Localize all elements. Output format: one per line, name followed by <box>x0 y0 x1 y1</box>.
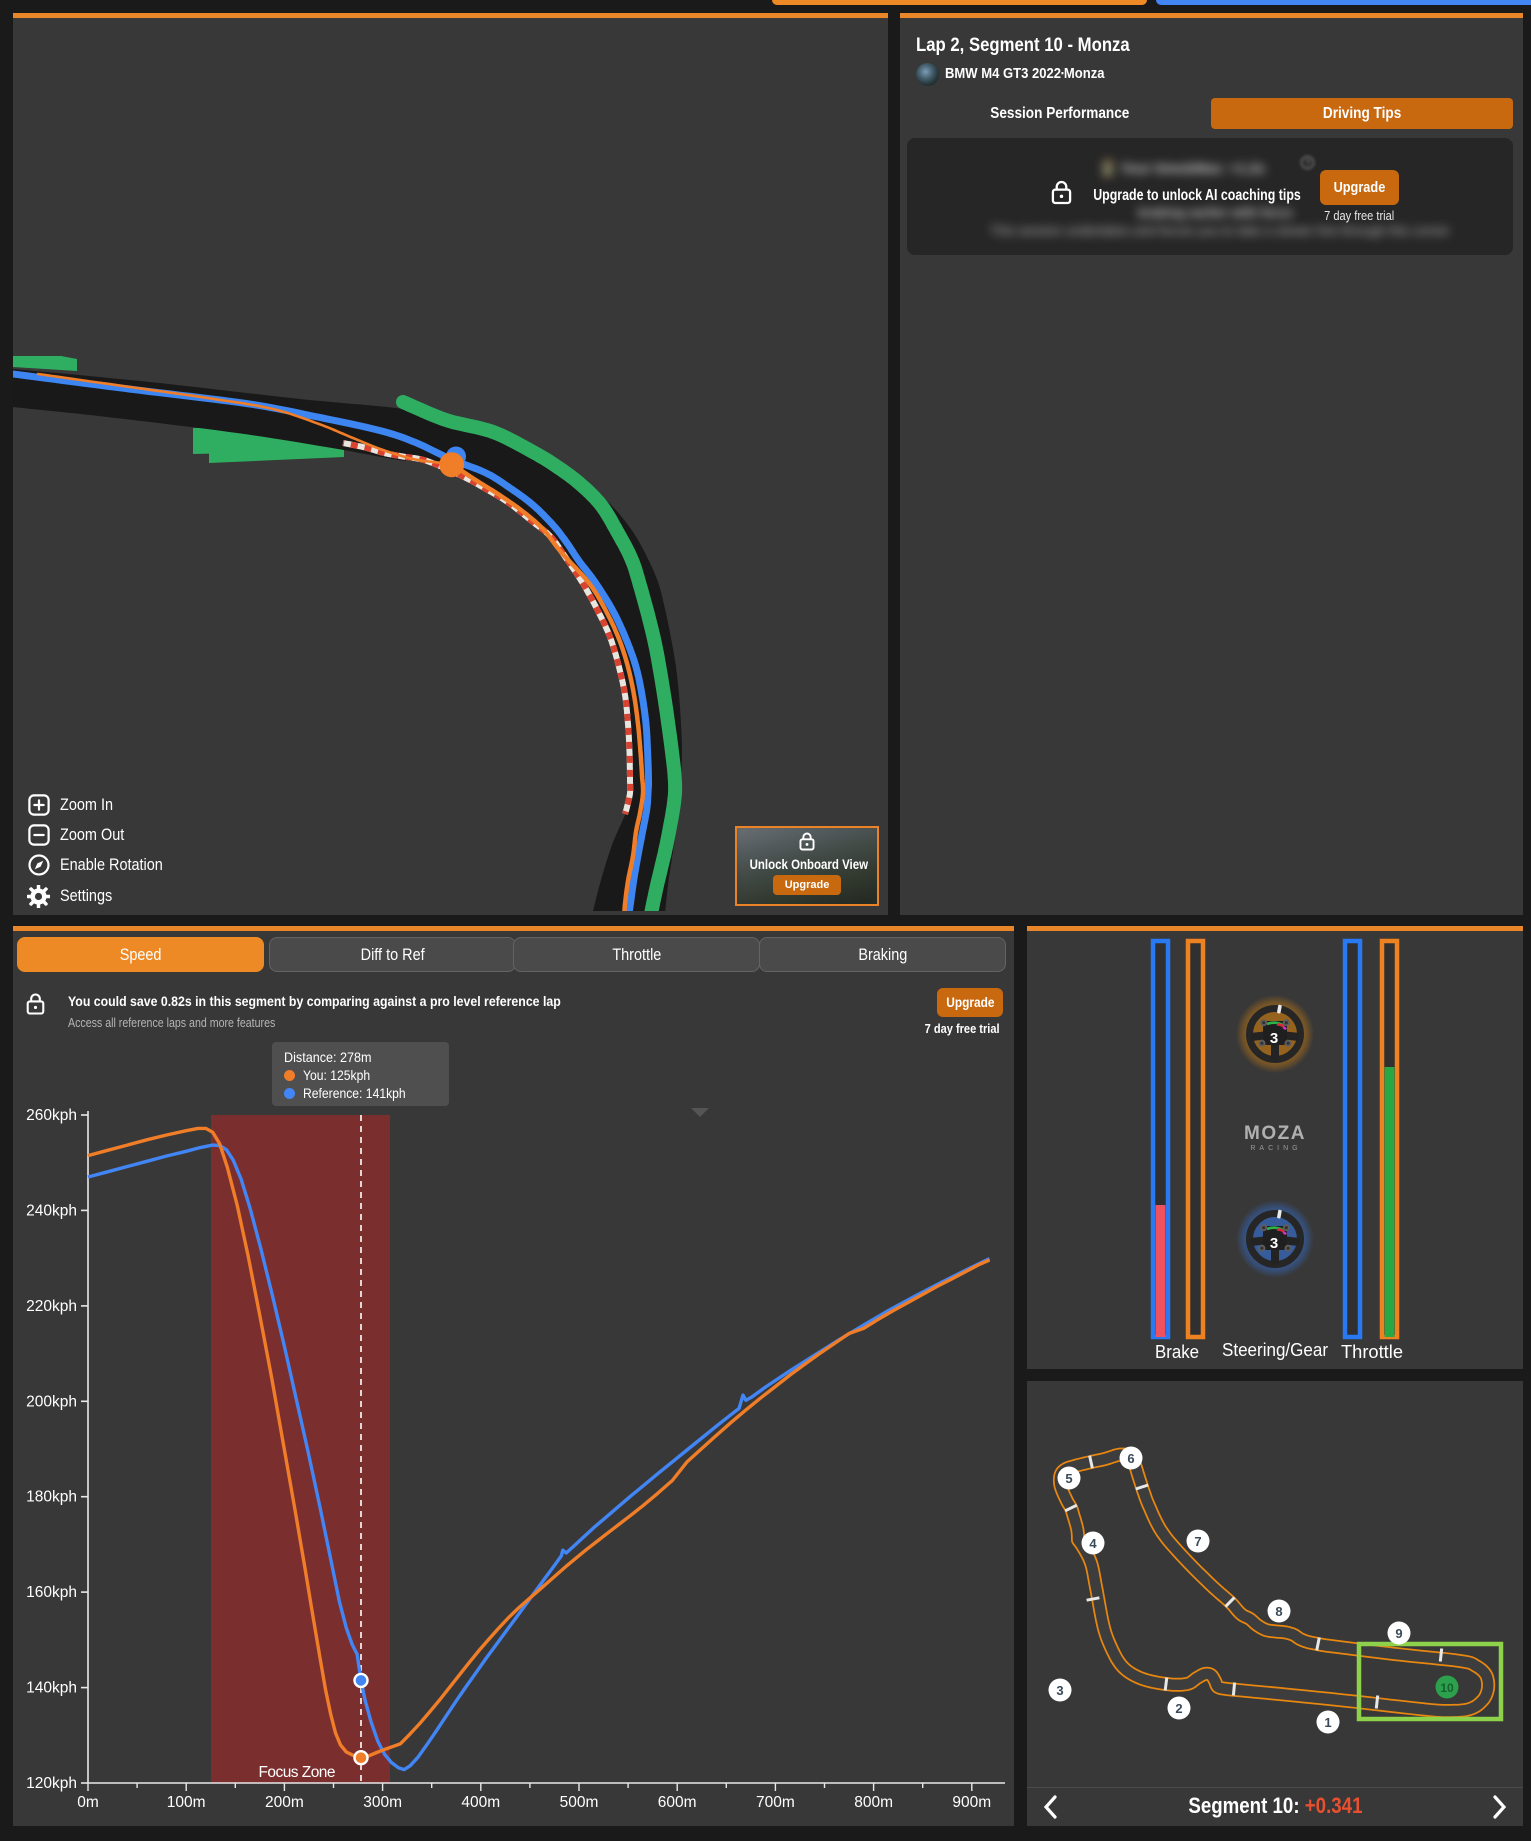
svg-text:200kph: 200kph <box>26 1393 77 1410</box>
svg-text:3: 3 <box>1270 1235 1278 1252</box>
svg-text:120kph: 120kph <box>26 1775 77 1792</box>
svg-text:900m: 900m <box>952 1794 991 1811</box>
svg-text:700m: 700m <box>756 1794 795 1811</box>
svg-text:6: 6 <box>1127 1451 1134 1466</box>
svg-text:260kph: 260kph <box>26 1107 77 1124</box>
svg-text:200m: 200m <box>265 1794 304 1811</box>
svg-text:2: 2 <box>1175 1701 1182 1716</box>
svg-text:500m: 500m <box>560 1794 599 1811</box>
svg-text:Brake: Brake <box>1155 1342 1199 1362</box>
svg-text:100m: 100m <box>167 1794 206 1811</box>
svg-text:Steering/Gear: Steering/Gear <box>1222 1340 1328 1360</box>
svg-text:3: 3 <box>1270 1030 1278 1047</box>
svg-text:RACING: RACING <box>1250 1145 1301 1152</box>
svg-text:3: 3 <box>1056 1683 1063 1698</box>
svg-text:MOZA: MOZA <box>1244 1123 1306 1144</box>
svg-text:400m: 400m <box>461 1794 500 1811</box>
svg-text:1: 1 <box>1324 1715 1331 1730</box>
svg-text:220kph: 220kph <box>26 1298 77 1315</box>
svg-text:9: 9 <box>1395 1626 1402 1641</box>
svg-text:140kph: 140kph <box>26 1680 77 1697</box>
svg-text:5: 5 <box>1065 1471 1072 1486</box>
svg-text:8: 8 <box>1275 1604 1282 1619</box>
svg-text:7: 7 <box>1194 1534 1201 1549</box>
svg-text:180kph: 180kph <box>26 1489 77 1506</box>
svg-text:Throttle: Throttle <box>1341 1342 1403 1362</box>
svg-text:240kph: 240kph <box>26 1202 77 1219</box>
svg-text:4: 4 <box>1089 1536 1097 1551</box>
svg-text:160kph: 160kph <box>26 1584 77 1601</box>
svg-text:10: 10 <box>1440 1681 1454 1695</box>
svg-text:0m: 0m <box>77 1794 99 1811</box>
svg-text:Focus Zone: Focus Zone <box>259 1764 336 1781</box>
svg-text:600m: 600m <box>658 1794 697 1811</box>
svg-text:300m: 300m <box>363 1794 402 1811</box>
svg-text:800m: 800m <box>854 1794 893 1811</box>
